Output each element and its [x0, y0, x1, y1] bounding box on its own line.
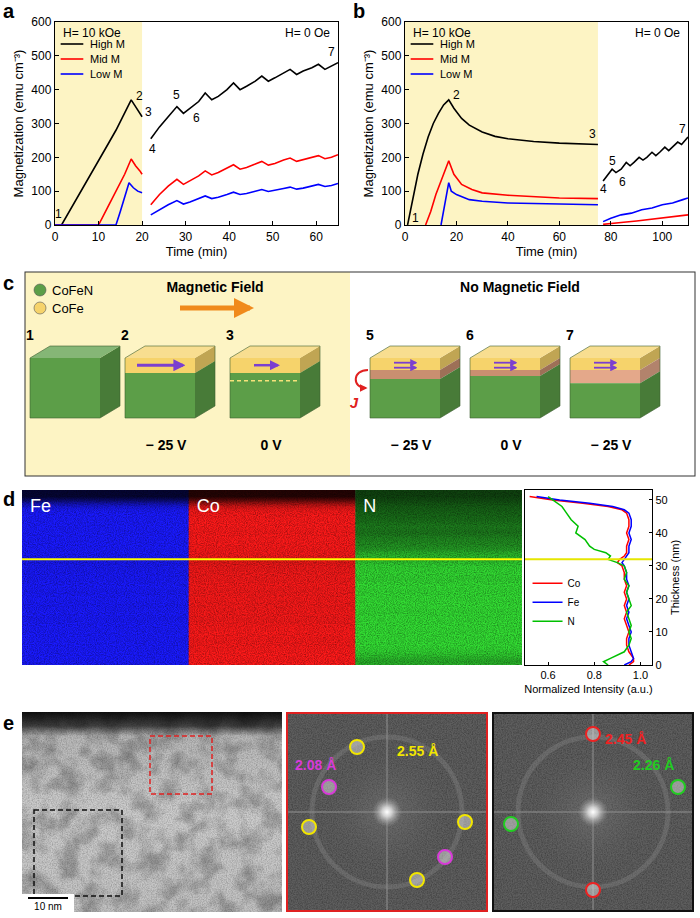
svg-text:1.0: 1.0 — [633, 669, 648, 681]
svg-text:N: N — [363, 496, 376, 516]
svg-text:0.8: 0.8 — [587, 669, 602, 681]
svg-text:High M: High M — [90, 38, 125, 50]
svg-text:400: 400 — [31, 83, 51, 97]
svg-text:7: 7 — [566, 327, 574, 343]
svg-text:2: 2 — [453, 88, 460, 102]
svg-text:80: 80 — [604, 230, 618, 244]
html-text:d: d — [3, 488, 16, 510]
svg-text:2.45 Å: 2.45 Å — [605, 731, 646, 747]
svg-text:Mid M: Mid M — [90, 53, 120, 65]
html-text:a: a — [3, 0, 15, 22]
svg-text:100: 100 — [652, 230, 672, 244]
svg-text:CoFeN: CoFeN — [52, 283, 93, 298]
svg-text:H= 0 Oe: H= 0 Oe — [635, 26, 680, 40]
svg-text:2.08 Å: 2.08 Å — [295, 757, 336, 773]
svg-text:400: 400 — [381, 83, 401, 97]
svg-text:60: 60 — [553, 230, 567, 244]
svg-text:5: 5 — [173, 88, 180, 102]
svg-text:7: 7 — [679, 122, 686, 136]
svg-text:200: 200 — [381, 151, 401, 165]
svg-text:2: 2 — [136, 89, 143, 103]
svg-text:Magnetization (emu cm⁻³): Magnetization (emu cm⁻³) — [11, 50, 26, 198]
svg-text:50: 50 — [266, 230, 280, 244]
svg-text:0: 0 — [395, 218, 402, 232]
svg-text:4: 4 — [149, 142, 156, 156]
svg-text:5: 5 — [609, 154, 616, 168]
html-text:b: b — [353, 0, 366, 22]
svg-text:CoFe: CoFe — [52, 301, 84, 316]
svg-text:4: 4 — [600, 182, 607, 196]
svg-text:500: 500 — [381, 49, 401, 63]
svg-text:0.6: 0.6 — [540, 669, 555, 681]
svg-text:0: 0 — [655, 659, 661, 671]
svg-text:3: 3 — [145, 105, 152, 119]
svg-text:6: 6 — [466, 327, 474, 343]
svg-text:100: 100 — [381, 184, 401, 198]
svg-text:Low M: Low M — [440, 68, 472, 80]
svg-text:Normalized Intensity (a.u.): Normalized Intensity (a.u.) — [524, 683, 652, 695]
svg-text:20: 20 — [450, 230, 464, 244]
svg-text:Co: Co — [568, 578, 581, 589]
svg-text:1: 1 — [26, 327, 34, 343]
svg-text:300: 300 — [31, 117, 51, 131]
svg-text:600: 600 — [381, 15, 401, 29]
svg-text:H= 10 kOe: H= 10 kOe — [63, 26, 121, 40]
svg-text:30: 30 — [655, 560, 667, 572]
html-text:e: e — [3, 712, 15, 734]
svg-text:J: J — [350, 394, 359, 411]
svg-text:2.26 Å: 2.26 Å — [633, 757, 674, 773]
svg-text:60: 60 — [310, 230, 324, 244]
svg-text:6: 6 — [193, 111, 200, 125]
svg-text:0: 0 — [402, 230, 409, 244]
svg-text:2: 2 — [121, 327, 129, 343]
svg-text:7: 7 — [328, 45, 335, 59]
svg-text:No Magnetic Field: No Magnetic Field — [460, 279, 580, 295]
svg-text:10 nm: 10 nm — [34, 901, 62, 912]
svg-text:5: 5 — [366, 327, 374, 343]
svg-text:Fe: Fe — [568, 597, 580, 608]
svg-text:1: 1 — [412, 211, 419, 225]
svg-text:High M: High M — [440, 38, 475, 50]
svg-text:− 25 V: − 25 V — [146, 437, 188, 453]
svg-text:30: 30 — [179, 230, 193, 244]
svg-text:H= 0 Oe: H= 0 Oe — [285, 26, 330, 40]
svg-text:3: 3 — [226, 327, 234, 343]
svg-text:Magnetization (emu cm⁻³): Magnetization (emu cm⁻³) — [361, 50, 376, 198]
svg-text:20: 20 — [135, 230, 149, 244]
svg-text:Time (min): Time (min) — [516, 244, 578, 259]
svg-text:300: 300 — [381, 117, 401, 131]
svg-text:10: 10 — [92, 230, 106, 244]
svg-text:0 V: 0 V — [500, 437, 522, 453]
svg-text:500: 500 — [31, 49, 51, 63]
svg-text:H= 10 kOe: H= 10 kOe — [413, 26, 471, 40]
svg-text:Time (min): Time (min) — [166, 244, 228, 259]
svg-text:− 25 V: − 25 V — [591, 437, 633, 453]
svg-text:10: 10 — [655, 626, 667, 638]
svg-text:40: 40 — [501, 230, 515, 244]
svg-text:2.55 Å: 2.55 Å — [397, 743, 438, 759]
svg-text:0: 0 — [52, 230, 59, 244]
svg-text:50: 50 — [655, 494, 667, 506]
svg-text:40: 40 — [222, 230, 236, 244]
svg-text:20: 20 — [655, 593, 667, 605]
svg-text:600: 600 — [31, 15, 51, 29]
svg-text:Fe: Fe — [30, 496, 51, 516]
html-text:c: c — [3, 272, 15, 294]
svg-text:Co: Co — [197, 496, 220, 516]
svg-text:100: 100 — [31, 184, 51, 198]
svg-text:200: 200 — [31, 151, 51, 165]
svg-text:Mid M: Mid M — [440, 53, 470, 65]
svg-text:0 V: 0 V — [260, 437, 282, 453]
svg-text:3: 3 — [589, 127, 596, 141]
svg-text:− 25 V: − 25 V — [391, 437, 433, 453]
svg-text:0: 0 — [45, 218, 52, 232]
svg-text:40: 40 — [655, 527, 667, 539]
svg-text:N: N — [568, 616, 575, 627]
svg-text:Low M: Low M — [90, 68, 122, 80]
svg-text:Magnetic Field: Magnetic Field — [166, 279, 263, 295]
svg-text:Thickness (nm): Thickness (nm) — [669, 540, 681, 615]
svg-text:1: 1 — [55, 207, 62, 221]
svg-text:6: 6 — [619, 175, 626, 189]
